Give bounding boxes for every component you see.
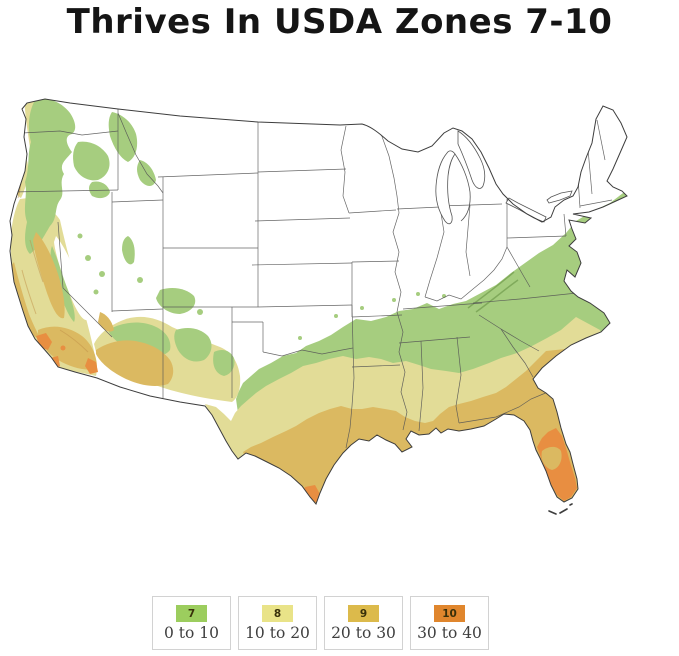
legend-item-zone-10: 10 30 to 40 xyxy=(410,596,489,650)
zone-8-range: 10 to 20 xyxy=(245,624,310,642)
florida-zone9-enclave xyxy=(541,446,562,470)
legend-item-zone-8: 8 10 to 20 xyxy=(238,596,317,650)
zone-7-range: 0 to 10 xyxy=(164,624,219,642)
michigan-mitt-shore xyxy=(454,153,471,222)
legend-item-zone-7: 7 0 to 10 xyxy=(152,596,231,650)
zone-8-swatch: 8 xyxy=(262,605,293,622)
appalachian-ridge-lines xyxy=(467,271,519,313)
legend-item-zone-9: 9 20 to 30 xyxy=(324,596,403,650)
zone-9-swatch: 9 xyxy=(348,605,379,622)
great-lakes xyxy=(435,130,573,225)
zone-9-range: 20 to 30 xyxy=(331,624,396,642)
zone-7-swatch: 7 xyxy=(176,605,207,622)
florida-keys xyxy=(548,503,573,515)
zone-10-range: 30 to 40 xyxy=(417,624,482,642)
state-borders xyxy=(11,109,613,449)
lake-ontario xyxy=(546,190,573,204)
sierra-white-patch xyxy=(54,236,89,321)
page-title: Thrives In USDA Zones 7-10 xyxy=(66,2,613,42)
zone-10-swatch: 10 xyxy=(434,605,465,622)
zone-legend: 7 0 to 10 8 10 to 20 9 20 to 30 10 30 to… xyxy=(152,596,489,650)
lake-huron xyxy=(457,130,486,189)
